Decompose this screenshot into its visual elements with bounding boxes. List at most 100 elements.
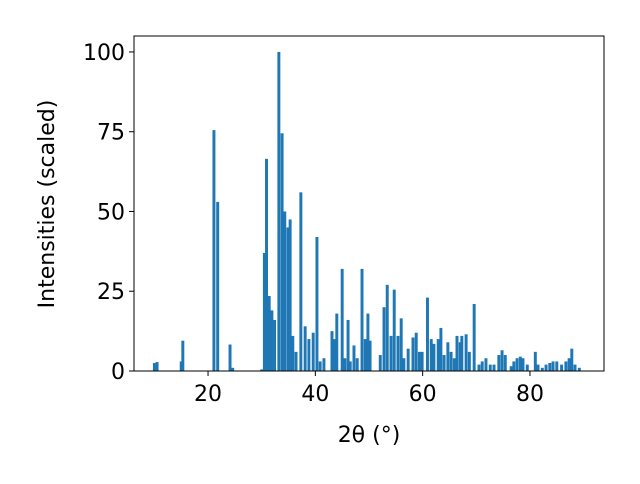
bar xyxy=(515,358,519,371)
bar xyxy=(432,343,436,371)
bar xyxy=(262,252,266,371)
bar xyxy=(436,339,440,371)
bar xyxy=(411,337,415,371)
bar xyxy=(525,364,529,371)
bar xyxy=(155,362,159,371)
x-tick-label: 80 xyxy=(516,382,544,407)
bar xyxy=(231,367,235,371)
bar xyxy=(460,335,464,371)
bar xyxy=(497,355,501,371)
bar xyxy=(577,367,581,371)
bar xyxy=(406,348,410,371)
bar xyxy=(458,342,462,371)
bar xyxy=(396,335,400,371)
bar xyxy=(399,318,403,371)
bar xyxy=(343,358,347,371)
bar xyxy=(467,351,471,371)
bar xyxy=(335,313,339,371)
bar xyxy=(567,358,571,371)
bar xyxy=(420,351,424,371)
bar xyxy=(152,363,156,371)
bar xyxy=(551,361,555,371)
bar xyxy=(280,133,284,371)
bar xyxy=(560,364,564,371)
x-axis-label: 2θ (°) xyxy=(338,423,401,448)
plot-frame xyxy=(133,35,605,372)
bar xyxy=(330,331,334,371)
bar xyxy=(518,356,522,371)
bar xyxy=(181,340,185,371)
bar xyxy=(452,358,456,371)
bar xyxy=(402,358,406,371)
bar xyxy=(426,297,429,371)
bar xyxy=(283,211,287,371)
bar xyxy=(442,355,446,371)
bar xyxy=(311,332,315,371)
bar xyxy=(446,342,450,371)
bar xyxy=(449,351,453,371)
bar xyxy=(346,319,350,371)
bar xyxy=(332,339,336,371)
bar xyxy=(521,358,525,371)
bar xyxy=(414,332,418,371)
x-tick-label: 20 xyxy=(194,382,222,407)
bar xyxy=(472,304,476,371)
bar xyxy=(299,192,303,371)
bar xyxy=(303,326,307,371)
bar xyxy=(286,227,290,371)
bar xyxy=(360,268,364,371)
bar xyxy=(573,364,577,371)
bar xyxy=(352,345,356,371)
bar xyxy=(548,363,552,371)
bar xyxy=(509,366,513,371)
bar xyxy=(368,340,372,371)
bar xyxy=(288,219,292,371)
bar xyxy=(484,358,488,371)
bar xyxy=(260,369,264,371)
bar xyxy=(212,130,216,371)
bar xyxy=(477,364,481,371)
bar xyxy=(500,350,504,371)
bar xyxy=(291,335,295,371)
bar xyxy=(536,364,540,371)
bar xyxy=(340,268,344,371)
bar xyxy=(392,289,396,371)
bar xyxy=(492,364,496,371)
bar xyxy=(348,361,352,371)
bar xyxy=(503,355,507,371)
bar xyxy=(439,327,443,371)
y-tick-label: 75 xyxy=(97,121,125,146)
bar xyxy=(270,310,274,371)
bar xyxy=(355,358,359,371)
bar xyxy=(228,344,232,371)
bar xyxy=(315,237,319,371)
bar xyxy=(512,361,516,371)
bar xyxy=(544,364,548,371)
bar xyxy=(429,339,433,371)
bar xyxy=(540,367,544,371)
bar xyxy=(382,307,386,371)
bar xyxy=(533,351,537,371)
bar xyxy=(480,361,484,371)
bar xyxy=(363,339,367,371)
bar xyxy=(273,319,277,371)
y-tick-label: 100 xyxy=(83,41,125,66)
bar xyxy=(564,361,568,371)
bar xyxy=(455,335,459,371)
bar xyxy=(555,361,559,371)
bar xyxy=(318,361,322,371)
bar xyxy=(570,348,574,371)
bar xyxy=(366,313,370,371)
bar xyxy=(322,358,326,371)
bar xyxy=(385,284,389,371)
bar xyxy=(488,364,492,371)
bar xyxy=(216,201,220,371)
bar xyxy=(179,361,183,371)
bar xyxy=(277,51,281,371)
y-tick-label: 0 xyxy=(111,360,125,385)
bar xyxy=(378,355,382,371)
y-tick-label: 25 xyxy=(97,280,125,305)
x-tick-label: 40 xyxy=(301,382,329,407)
bar xyxy=(294,351,298,371)
